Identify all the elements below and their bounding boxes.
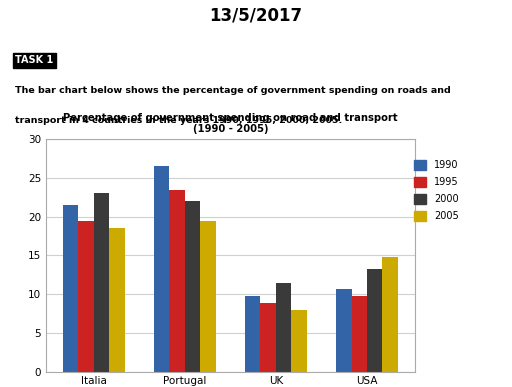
Title: Percentage of government spending on road and transport
(1990 - 2005): Percentage of government spending on roa… <box>63 113 398 134</box>
Text: 13/5/2017: 13/5/2017 <box>209 7 303 25</box>
Bar <box>291 310 307 372</box>
Bar <box>367 269 382 372</box>
Bar <box>154 166 169 372</box>
Bar <box>261 303 276 372</box>
Bar <box>245 296 261 372</box>
Legend: 1990, 1995, 2000, 2005: 1990, 1995, 2000, 2005 <box>414 160 459 221</box>
Bar <box>276 283 291 372</box>
Bar <box>200 221 216 372</box>
Text: TASK 1: TASK 1 <box>15 55 54 65</box>
Bar <box>382 257 398 372</box>
Text: transport in 4 countries in the years 1990, 1995, 2000, 2005.: transport in 4 countries in the years 19… <box>15 116 343 125</box>
Bar <box>78 221 94 372</box>
Bar <box>63 205 78 372</box>
Bar <box>336 289 352 372</box>
Text: The bar chart below shows the percentage of government spending on roads and: The bar chart below shows the percentage… <box>15 86 451 94</box>
Bar <box>94 194 109 372</box>
Bar <box>352 296 367 372</box>
Bar <box>185 201 200 372</box>
Bar <box>109 228 125 372</box>
Bar <box>169 190 185 372</box>
